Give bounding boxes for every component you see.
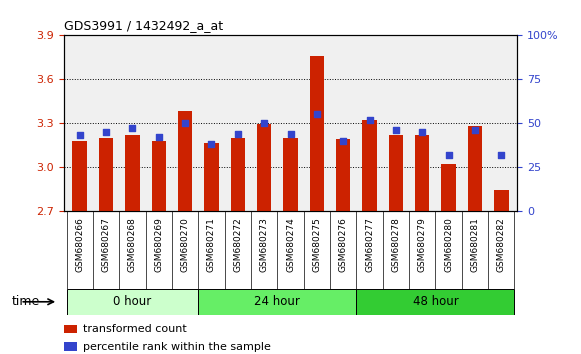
Point [128, 125, 137, 131]
Text: GSM680275: GSM680275 [313, 217, 321, 272]
Text: GSM680281: GSM680281 [471, 217, 479, 272]
Point [418, 129, 427, 135]
Point [207, 141, 216, 147]
Point [286, 131, 295, 136]
Text: GDS3991 / 1432492_a_at: GDS3991 / 1432492_a_at [64, 19, 223, 32]
Bar [257, 125, 271, 211]
Text: GSM680271: GSM680271 [207, 217, 216, 272]
Bar [468, 126, 482, 211]
Bar [284, 138, 297, 211]
Bar [415, 135, 429, 211]
Bar [64, 342, 77, 351]
Point [233, 131, 242, 136]
Point [365, 117, 374, 122]
Point [75, 132, 84, 138]
Bar [73, 141, 87, 211]
Point [470, 127, 479, 133]
Text: GSM680280: GSM680280 [444, 217, 453, 272]
Text: GSM680268: GSM680268 [128, 217, 137, 272]
Text: 0 hour: 0 hour [113, 295, 152, 308]
Bar [64, 325, 77, 333]
Point [154, 134, 163, 140]
Point [312, 112, 321, 117]
Bar [356, 289, 514, 315]
Text: GSM680282: GSM680282 [497, 217, 506, 272]
Text: GSM680278: GSM680278 [392, 217, 400, 272]
Text: GSM680279: GSM680279 [418, 217, 426, 272]
Text: 48 hour: 48 hour [413, 295, 458, 308]
Bar [204, 143, 218, 211]
Bar [231, 138, 245, 211]
Bar [336, 139, 350, 211]
Bar [389, 135, 403, 211]
Text: GSM680270: GSM680270 [181, 217, 189, 272]
Bar [310, 56, 324, 211]
Point [444, 152, 453, 158]
Point [391, 127, 400, 133]
Text: GSM680272: GSM680272 [234, 217, 242, 272]
Text: transformed count: transformed count [83, 324, 187, 334]
Text: percentile rank within the sample: percentile rank within the sample [83, 342, 271, 352]
Point [181, 120, 190, 126]
Text: time: time [12, 295, 40, 308]
Bar [442, 164, 456, 211]
Point [102, 129, 111, 135]
Text: GSM680276: GSM680276 [339, 217, 347, 272]
Text: 24 hour: 24 hour [254, 295, 300, 308]
Point [497, 152, 506, 158]
Bar [67, 289, 198, 315]
Text: GSM680266: GSM680266 [75, 217, 84, 272]
Bar [198, 289, 356, 315]
Bar [494, 190, 508, 211]
Text: GSM680269: GSM680269 [155, 217, 163, 272]
Text: GSM680273: GSM680273 [260, 217, 268, 272]
Text: GSM680277: GSM680277 [365, 217, 374, 272]
Text: GSM680274: GSM680274 [286, 217, 295, 272]
Bar [363, 120, 377, 211]
Bar [178, 112, 192, 211]
Bar [152, 141, 166, 211]
Bar [125, 135, 139, 211]
Text: GSM680267: GSM680267 [102, 217, 110, 272]
Point [260, 120, 269, 126]
Bar [99, 138, 113, 211]
Point [339, 138, 348, 143]
